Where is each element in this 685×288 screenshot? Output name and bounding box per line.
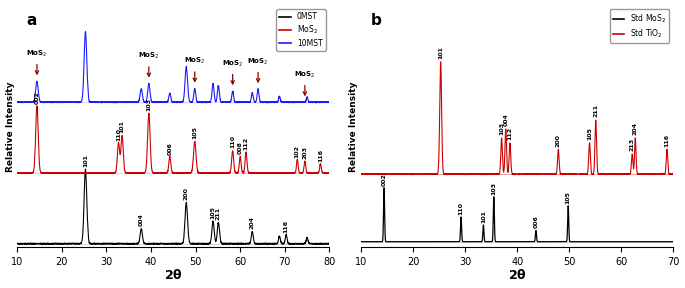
Text: 110: 110 (116, 128, 121, 141)
Text: MoS$_2$: MoS$_2$ (294, 70, 316, 95)
Text: 002: 002 (34, 91, 40, 103)
Text: MoS$_2$: MoS$_2$ (247, 57, 269, 82)
Text: 105: 105 (587, 127, 592, 140)
Text: 116: 116 (318, 149, 323, 162)
Text: 103: 103 (491, 181, 497, 195)
Text: 112: 112 (244, 137, 249, 150)
Y-axis label: Relative Intensity: Relative Intensity (349, 81, 358, 172)
Text: 204: 204 (250, 217, 255, 230)
Text: 006: 006 (167, 142, 173, 155)
Text: b: b (371, 13, 382, 28)
Text: 004: 004 (139, 213, 144, 226)
Text: 103: 103 (147, 98, 151, 111)
Text: 002: 002 (382, 173, 386, 185)
Text: 004: 004 (503, 113, 508, 126)
Text: 101: 101 (120, 120, 125, 133)
Text: 110: 110 (230, 135, 235, 149)
Text: 116: 116 (284, 219, 288, 233)
Text: 200: 200 (184, 187, 189, 200)
Text: 102: 102 (295, 145, 300, 158)
Text: 116: 116 (664, 134, 669, 147)
Legend: 0MST, MoS$_2$, 10MST: 0MST, MoS$_2$, 10MST (276, 10, 325, 51)
Text: MoS$_2$: MoS$_2$ (138, 51, 160, 76)
Text: 101: 101 (481, 210, 486, 223)
X-axis label: $\mathbf{2\theta}$: $\mathbf{2\theta}$ (508, 268, 527, 283)
Text: 110: 110 (458, 202, 464, 215)
Text: 103: 103 (499, 122, 504, 135)
Text: 211: 211 (593, 104, 598, 118)
Y-axis label: Relative Intensity: Relative Intensity (5, 81, 14, 172)
X-axis label: $\mathbf{2\theta}$: $\mathbf{2\theta}$ (164, 268, 183, 283)
Text: 112: 112 (508, 127, 512, 140)
Text: 204: 204 (633, 122, 638, 135)
Text: 101: 101 (83, 154, 88, 167)
Text: MoS$_2$: MoS$_2$ (184, 56, 206, 82)
Legend: Std MoS$_2$, Std TiO$_2$: Std MoS$_2$, Std TiO$_2$ (610, 10, 669, 43)
Text: 105: 105 (566, 191, 571, 204)
Text: 203: 203 (302, 146, 308, 159)
Text: 008: 008 (238, 141, 242, 154)
Text: 213: 213 (630, 138, 635, 151)
Text: 006: 006 (534, 215, 538, 228)
Text: 105: 105 (192, 126, 197, 139)
Text: 101: 101 (438, 46, 443, 59)
Text: 211: 211 (216, 207, 221, 220)
Text: MoS$_2$: MoS$_2$ (222, 59, 243, 84)
Text: MoS$_2$: MoS$_2$ (26, 49, 48, 74)
Text: 105: 105 (210, 206, 216, 219)
Text: 200: 200 (556, 134, 561, 147)
Text: a: a (27, 13, 37, 28)
